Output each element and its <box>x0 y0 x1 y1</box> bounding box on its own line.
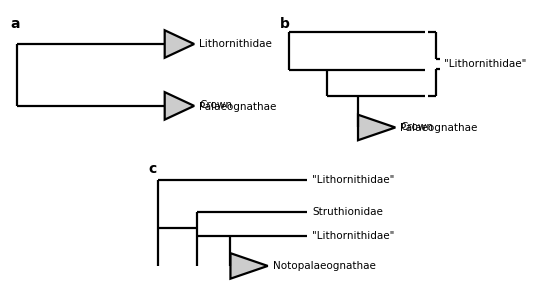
Text: Palaeognathae: Palaeognathae <box>400 123 477 133</box>
Polygon shape <box>164 92 194 120</box>
Text: b: b <box>279 17 289 30</box>
Polygon shape <box>164 30 194 58</box>
Text: "Lithornithidae": "Lithornithidae" <box>312 231 394 242</box>
Text: "Lithornithidae": "Lithornithidae" <box>312 174 394 185</box>
Text: Lithornithidae: Lithornithidae <box>199 39 272 49</box>
Polygon shape <box>230 253 268 279</box>
Polygon shape <box>358 115 395 140</box>
Text: Palaeognathae: Palaeognathae <box>199 102 277 112</box>
Text: "Lithornithidae": "Lithornithidae" <box>444 59 526 69</box>
Text: Struthionidae: Struthionidae <box>312 207 383 217</box>
Text: Crown: Crown <box>199 100 232 110</box>
Text: Notopalaeognathae: Notopalaeognathae <box>273 261 376 271</box>
Text: Crown: Crown <box>400 122 433 132</box>
Text: a: a <box>10 17 20 30</box>
Text: c: c <box>148 162 156 176</box>
